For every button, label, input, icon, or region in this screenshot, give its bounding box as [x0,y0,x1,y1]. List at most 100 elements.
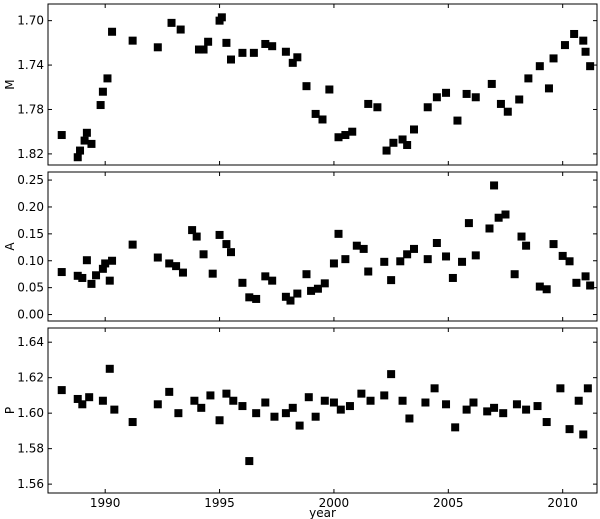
panel-a-data-point [572,278,581,287]
panel-p-data-point [238,402,247,411]
panel-m-data-point [348,127,357,136]
panel-a-data-point [82,256,91,265]
panel-m-data-point [524,74,533,83]
panel-m-data-point [389,138,398,147]
panel-m-data-point [176,25,185,34]
panel-a-data-point [432,239,441,248]
panel-p-data-point [153,400,162,409]
panel-p-x-tick-label: 2000 [319,496,350,510]
panel-m-data-point [268,42,277,51]
panel-a-data-point [535,282,544,291]
panel-p-x-tick-label: 2005 [433,496,464,510]
panel-a: 0.00 0.05 0.10 0.15 0.20 0.25 A [3,171,598,322]
panel-m-data-point [217,13,226,22]
panel-a-data-point [542,285,551,294]
panel-m-data-point [167,18,176,27]
panel-m-data-point [261,39,270,48]
panel-m-data-point [57,131,66,140]
panel-m-data-point [87,139,96,148]
panel-a-data-point [199,250,208,259]
panel-a-data-point [73,271,82,280]
panel-p-y-axis-label: P [3,407,17,414]
panel-p-data-point [197,403,206,412]
panel-p-data-point [451,423,460,432]
panel-m-data-point [579,36,588,45]
panel-m-data-point [281,47,290,56]
panel-m-data-point [293,53,302,62]
panel-a-data-point [364,267,373,276]
panel-p-data-point [281,409,290,418]
panel-p-data-point [288,403,297,412]
panel-a-data-point [352,241,361,250]
panel-a-data-point [471,251,480,260]
panel-p-data-point [574,396,583,405]
panel-p-data-point [165,387,174,396]
panel-m-data-point [76,146,85,155]
x-axis-label: year [309,506,336,519]
panel-p-data-point [174,409,183,418]
panel-p-data-point [387,370,396,379]
panel-m-data-point [311,109,320,118]
panel-a-y-tick-label: 0.00 [17,308,44,322]
panel-a-y-tick-label: 0.20 [17,200,44,214]
panel-m-data-point [249,48,258,57]
panel-a-data-point [98,264,107,273]
panel-p-data-point [430,384,439,393]
panel-m-data-point [204,37,213,46]
panel-m: 1.70 1.74 1.78 1.82 M [3,3,598,166]
panel-a-data-point [329,259,338,268]
panel-a-data-point [286,296,295,305]
panel-a-data-point [490,181,499,190]
panel-p-data-point [105,364,114,373]
panel-m-data-point [341,131,350,140]
panel-a-data-point [105,276,114,285]
panel-m-data-point [432,93,441,102]
panel-a-data-point [293,289,302,298]
panel-a-data-point [252,294,261,303]
panel-p-data-point [110,405,119,414]
panel-a-data-point [396,257,405,266]
panel-p-data-point [245,457,254,466]
panel-p-data-point [499,409,508,418]
panel-m-data-point [382,146,391,155]
panel-m-data-point [103,74,112,83]
panel-m-data-point [302,82,311,91]
panel-m-y-tick-label: 1.70 [17,14,44,28]
panel-p-data-point [270,412,279,421]
panel-m-data-point [423,103,432,112]
panel-a-data-point [165,259,174,268]
panel-m-data-point [128,36,137,45]
panel-m-data-point [410,125,418,134]
panel-p-y-tick-label: 1.64 [17,335,44,349]
panel-a-data-point [302,270,311,279]
panel-a-data-point [423,255,432,264]
panel-p-data-point [73,394,82,403]
panel-a-data-point [448,273,457,282]
panel-p-data-point [128,418,137,427]
panel-a-data-point [222,240,231,249]
panel-a-y-axis-label: A [3,242,17,251]
panel-p-data-point [483,407,492,416]
panel-m-data-point [318,115,327,124]
panel-p-data-point [405,414,414,423]
panel-a-data-point [192,232,201,241]
panel-a-y-tick-label: 0.10 [17,254,44,268]
panel-a-data-point [485,224,494,233]
panel-a-data-point [359,244,368,253]
panel-m-data-point [373,103,382,112]
panel-a-data-point [494,213,503,222]
panel-p-data-point [329,398,338,407]
panel-m-data-point [194,45,203,54]
panel-m-data-point [364,99,373,108]
panel-m-data-point [334,133,343,142]
panel-m-data-point [586,62,595,71]
panel-m-data-point [581,47,590,56]
panel-a-data-point [320,279,329,288]
panel-a-data-point [403,250,412,259]
panel-a-data-point [261,272,270,281]
panel-a-data-point [501,210,510,219]
panel-m-data-point [238,48,247,57]
panel-m-data-point [80,136,89,145]
panel-m-data-point [535,62,544,71]
